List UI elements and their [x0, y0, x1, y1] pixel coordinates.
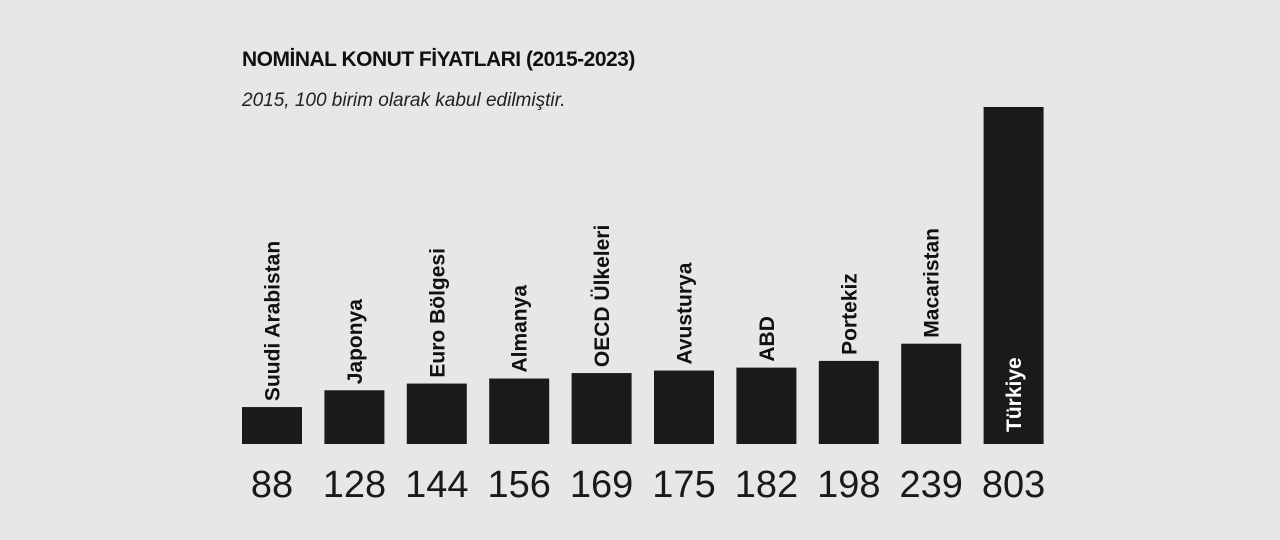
category-label: Suudi Arabistan [262, 241, 285, 401]
bar [242, 407, 302, 444]
bar [571, 373, 632, 444]
value-label: 169 [570, 464, 633, 506]
value-label: 144 [405, 464, 468, 506]
value-label: 198 [817, 464, 880, 506]
value-label: 175 [652, 464, 715, 506]
value-label: 88 [251, 464, 293, 506]
category-label: Türkiye [1003, 357, 1026, 432]
value-label: 182 [735, 464, 798, 506]
chart-subtitle: 2015, 100 birim olarak kabul edilmiştir. [241, 90, 566, 111]
bar [818, 360, 879, 444]
bar [736, 367, 797, 444]
category-label: Almanya [509, 285, 532, 373]
value-label: 239 [899, 464, 962, 506]
bar [901, 343, 962, 444]
value-label: 803 [982, 464, 1045, 506]
category-label: OECD Ülkeleri [591, 225, 614, 367]
bar [489, 378, 550, 444]
category-label: Portekiz [838, 273, 861, 355]
category-label: Macaristan [921, 228, 944, 338]
category-label: Japonya [344, 299, 367, 385]
chart-title: NOMİNAL KONUT FİYATLARI (2015-2023) [242, 48, 635, 71]
category-label: ABD [756, 316, 779, 362]
value-label: 156 [487, 464, 550, 506]
bar [406, 383, 467, 444]
bar [654, 370, 714, 444]
value-label: 128 [323, 464, 386, 506]
bar [983, 107, 1044, 444]
category-label: Euro Bölgesi [426, 248, 449, 378]
bar [324, 390, 385, 444]
category-label: Avusturya [674, 262, 697, 364]
